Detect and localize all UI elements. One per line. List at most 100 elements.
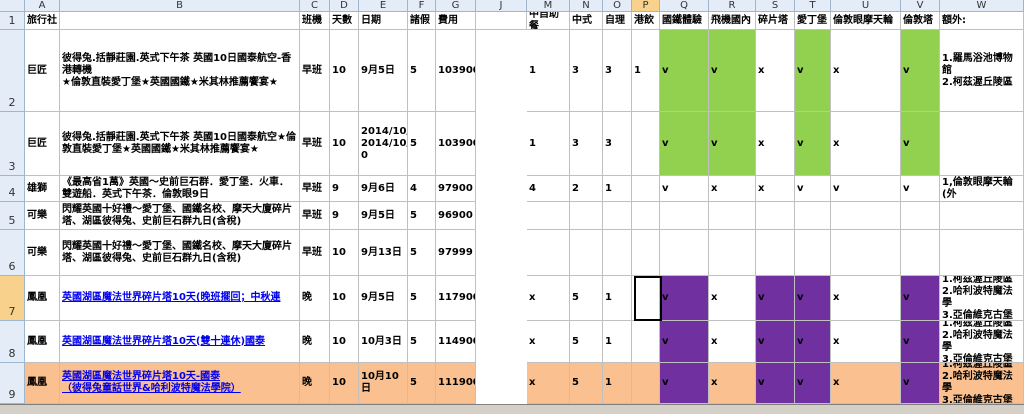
row-header-5[interactable]: 5 <box>0 202 25 230</box>
header-cell-t[interactable]: 愛丁堡 <box>795 12 831 30</box>
cell-d-9[interactable]: 10 <box>330 363 359 404</box>
header-cell-a[interactable]: 旅行社 <box>25 12 60 30</box>
cell-d-4[interactable]: 9 <box>330 176 359 202</box>
cell-a-3[interactable]: 巨匠 <box>25 112 60 176</box>
cell-e-2[interactable]: 9月5日 <box>359 30 408 112</box>
cell-w-6[interactable] <box>940 230 1024 276</box>
cell-f-9[interactable]: 5 <box>408 363 436 404</box>
header-cell-g[interactable]: 費用 <box>436 12 476 30</box>
cell-b-5[interactable]: 閃耀英國十好禮～愛丁堡、國鐵名校、摩天大廈碎片塔、湖區彼得兔、史前巨石群九日(含… <box>60 202 300 230</box>
cell-n-2[interactable]: 3 <box>570 30 603 112</box>
cell-u-8[interactable]: x <box>831 321 901 363</box>
cell-m-6[interactable] <box>527 230 570 276</box>
header-cell-v[interactable]: 倫敦塔 <box>901 12 940 30</box>
cell-t-9[interactable]: v <box>795 363 831 404</box>
cell-s-2[interactable]: x <box>756 30 795 112</box>
cell-g-6[interactable]: 97999 <box>436 230 476 276</box>
column-header-q[interactable]: Q <box>660 0 709 12</box>
column-header-v[interactable]: V <box>901 0 940 12</box>
cell-m-4[interactable]: 4 <box>527 176 570 202</box>
column-header-o[interactable]: O <box>603 0 632 12</box>
column-header-t[interactable]: T <box>795 0 831 12</box>
row-header-7[interactable]: 7 <box>0 276 25 321</box>
cell-u-2[interactable]: x <box>831 30 901 112</box>
cell-s-9[interactable]: v <box>756 363 795 404</box>
header-cell-d[interactable]: 天數 <box>330 12 359 30</box>
cell-m-7[interactable]: x <box>527 276 570 321</box>
cell-w-3[interactable] <box>940 112 1024 176</box>
cell-q-8[interactable]: v <box>660 321 709 363</box>
header-cell-c[interactable]: 班機 <box>300 12 330 30</box>
cell-n-5[interactable] <box>570 202 603 230</box>
cell-v-6[interactable] <box>901 230 940 276</box>
cell-g-9[interactable]: 111900 <box>436 363 476 404</box>
cell-t-6[interactable] <box>795 230 831 276</box>
header-cell-r[interactable]: 飛機國內 <box>709 12 756 30</box>
cell-p-8[interactable] <box>632 321 660 363</box>
cell-e-7[interactable]: 9月5日 <box>359 276 408 321</box>
cell-e-8[interactable]: 10月3日 <box>359 321 408 363</box>
cell-n-7[interactable]: 5 <box>570 276 603 321</box>
cell-t-3[interactable]: v <box>795 112 831 176</box>
column-header-w[interactable]: W <box>940 0 1024 12</box>
row-header-2[interactable]: 2 <box>0 30 25 112</box>
cell-o-8[interactable]: 1 <box>603 321 632 363</box>
cell-q-6[interactable] <box>660 230 709 276</box>
cell-c-9[interactable]: 晚 <box>300 363 330 404</box>
column-header-n[interactable]: N <box>570 0 603 12</box>
cell-s-7[interactable]: v <box>756 276 795 321</box>
header-cell-o[interactable]: 自理 <box>603 12 632 30</box>
cell-a-5[interactable]: 可樂 <box>25 202 60 230</box>
column-header-r[interactable]: R <box>709 0 756 12</box>
cell-n-8[interactable]: 5 <box>570 321 603 363</box>
cell-t-4[interactable]: v <box>795 176 831 202</box>
cell-c-6[interactable]: 早班 <box>300 230 330 276</box>
cell-v-3[interactable]: v <box>901 112 940 176</box>
cell-d-8[interactable]: 10 <box>330 321 359 363</box>
column-header-c[interactable]: C <box>300 0 330 12</box>
cell-v-9[interactable]: v <box>901 363 940 404</box>
cell-b-4[interactable]: 《最高省1萬》英國～史前巨石群．愛丁堡．火車．雙遊船．英式下午茶．倫敦眼9日 <box>60 176 300 202</box>
cell-m-3[interactable]: 1 <box>527 112 570 176</box>
cell-c-5[interactable]: 早班 <box>300 202 330 230</box>
cell-q-3[interactable]: v <box>660 112 709 176</box>
column-header-g[interactable]: G <box>436 0 476 12</box>
header-cell-m[interactable]: 中自助餐 <box>527 12 570 30</box>
cell-s-6[interactable] <box>756 230 795 276</box>
cell-o-4[interactable]: 1 <box>603 176 632 202</box>
cell-u-5[interactable] <box>831 202 901 230</box>
column-header-d[interactable]: D <box>330 0 359 12</box>
cell-b-6[interactable]: 閃耀英國十好禮～愛丁堡、國鐵名校、摩天大廈碎片塔、湖區彼得兔、史前巨石群九日(含… <box>60 230 300 276</box>
header-cell-b[interactable] <box>60 12 300 30</box>
cell-m-2[interactable]: 1 <box>527 30 570 112</box>
cell-s-8[interactable]: v <box>756 321 795 363</box>
header-cell-u[interactable]: 倫敦眼摩天輪 <box>831 12 901 30</box>
cell-a-9[interactable]: 鳳凰 <box>25 363 60 404</box>
column-header-b[interactable]: B <box>60 0 300 12</box>
cell-f-2[interactable]: 5 <box>408 30 436 112</box>
column-header-u[interactable]: U <box>831 0 901 12</box>
cell-q-2[interactable]: v <box>660 30 709 112</box>
column-header-a[interactable]: A <box>25 0 60 12</box>
header-cell-q[interactable]: 國鐵體驗 <box>660 12 709 30</box>
header-cell-e[interactable]: 日期 <box>359 12 408 30</box>
cell-r-7[interactable]: x <box>709 276 756 321</box>
cell-d-6[interactable]: 10 <box>330 230 359 276</box>
cell-r-5[interactable] <box>709 202 756 230</box>
row-header-8[interactable]: 8 <box>0 321 25 363</box>
cell-n-9[interactable]: 5 <box>570 363 603 404</box>
cell-w-7[interactable]: 1.柯茲渥丘陵區 2.哈利波特魔法學 3.亞倫維克古堡 <box>940 276 1024 321</box>
cell-b-2[interactable]: 彼得兔.括靜莊園.英式下午茶 英國10日國泰航空-香港轉機 ★倫敦直裝愛丁堡★英… <box>60 30 300 112</box>
cell-s-5[interactable] <box>756 202 795 230</box>
cell-o-6[interactable] <box>603 230 632 276</box>
column-header-s[interactable]: S <box>756 0 795 12</box>
cell-a-8[interactable]: 鳳凰 <box>25 321 60 363</box>
cell-u-6[interactable] <box>831 230 901 276</box>
cell-o-7[interactable]: 1 <box>603 276 632 321</box>
cell-t-8[interactable]: v <box>795 321 831 363</box>
cell-v-5[interactable] <box>901 202 940 230</box>
cell-a-7[interactable]: 鳳凰 <box>25 276 60 321</box>
cell-t-7[interactable]: v <box>795 276 831 321</box>
header-cell-p[interactable]: 港飲 <box>632 12 660 30</box>
header-cell-f[interactable]: 諸假 <box>408 12 436 30</box>
